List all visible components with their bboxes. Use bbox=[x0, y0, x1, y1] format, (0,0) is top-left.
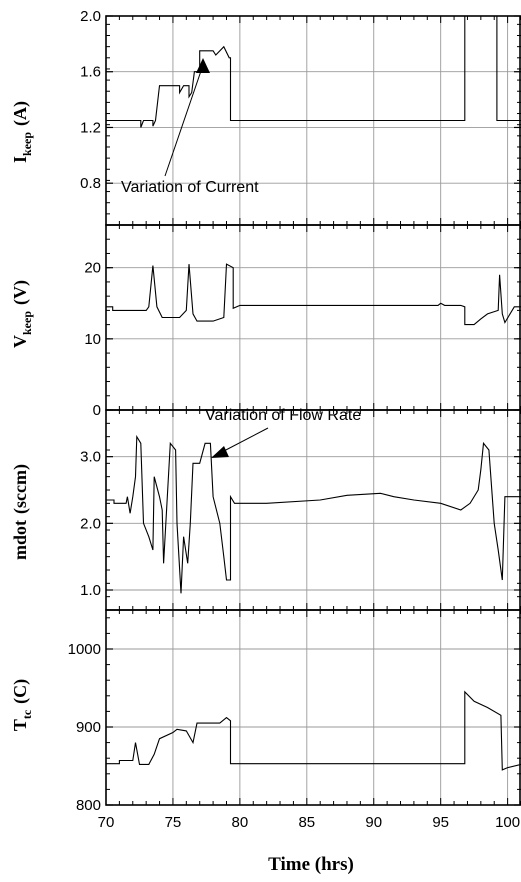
x-axis-title: Time (hrs) bbox=[268, 854, 354, 875]
ylabel-sub: tc bbox=[20, 709, 34, 719]
y-tick-label: 1000 bbox=[68, 641, 101, 658]
y-tick-label: 20 bbox=[84, 260, 101, 277]
y-tick-label: 1.6 bbox=[80, 64, 101, 81]
svg-text:Ikeep(A): Ikeep (A) bbox=[10, 101, 34, 163]
annotation-flow: Variation of Flow Rate bbox=[205, 407, 361, 424]
svg-text:Vkeep(V): Vkeep (V) bbox=[10, 280, 34, 348]
series-line-temperature bbox=[106, 690, 521, 771]
ylabel-unit: (sccm) bbox=[10, 464, 31, 514]
annotation-arrow-flow bbox=[221, 427, 269, 453]
series-line-flow bbox=[106, 434, 521, 594]
panel-frame bbox=[105, 409, 521, 611]
y-tick-label: 0 bbox=[93, 402, 101, 419]
y-tick-label: 900 bbox=[76, 719, 101, 736]
series-line-current bbox=[106, 15, 521, 128]
ylabel-main: T bbox=[10, 719, 30, 731]
ylabel-sub: keep bbox=[20, 311, 34, 335]
y-axis-title-temperature: Ttc (C) bbox=[10, 679, 34, 731]
panel-voltage: 0 10 20 bbox=[84, 224, 521, 419]
x-tick-label: 70 bbox=[98, 814, 115, 831]
y-axis-title-flow: mdot (sccm) bbox=[10, 464, 31, 560]
y-tick-label: 10 bbox=[84, 331, 101, 348]
x-tick-label: 85 bbox=[298, 814, 315, 831]
y-tick-label: 800 bbox=[76, 797, 101, 814]
annotation-current: Variation of Current bbox=[121, 179, 259, 196]
ylabel-main: I bbox=[10, 156, 30, 163]
ylabel-unit: (C) bbox=[10, 679, 31, 704]
series-line-voltage bbox=[106, 263, 521, 326]
svg-text:Ttc(C): Ttc (C) bbox=[10, 679, 34, 731]
ylabel-main: mdot bbox=[10, 520, 30, 560]
chart-panels: 0.8 1.2 1.6 2.0 0 10 20 1.0 2.0 3.0 800 900 1000 70 75… bbox=[68, 8, 521, 831]
y-tick-label: 3.0 bbox=[80, 449, 101, 466]
y-tick-label: 2.0 bbox=[80, 515, 101, 532]
y-axis-title-current: Ikeep (A) bbox=[10, 101, 34, 163]
y-axis-title-voltage: Vkeep (V) bbox=[10, 280, 34, 348]
x-tick-label: 75 bbox=[165, 814, 182, 831]
annotation-arrowhead-current bbox=[196, 58, 210, 73]
annotation-arrowhead-flow bbox=[211, 446, 229, 458]
panel-frame bbox=[105, 609, 521, 806]
x-tick-label: 100 bbox=[495, 814, 520, 831]
ylabel-main: V bbox=[10, 335, 30, 348]
annotation-arrow-current bbox=[164, 67, 203, 177]
x-tick-label: 90 bbox=[365, 814, 382, 831]
y-tick-label: 1.0 bbox=[80, 582, 101, 599]
y-tick-label: 1.2 bbox=[80, 119, 101, 136]
ylabel-unit: (A) bbox=[10, 101, 31, 126]
x-tick-label: 95 bbox=[432, 814, 449, 831]
panel-current: 0.8 1.2 1.6 2.0 bbox=[80, 8, 521, 226]
svg-text:mdot(sccm): mdot (sccm) bbox=[10, 464, 31, 560]
panel-temperature: 800 900 1000 70 75 80 85 90 95 100 bbox=[68, 609, 521, 831]
x-tick-label: 80 bbox=[232, 814, 249, 831]
y-tick-label: 0.8 bbox=[80, 175, 101, 192]
ylabel-unit: (V) bbox=[10, 280, 31, 305]
panel-flow: 1.0 2.0 3.0 bbox=[80, 409, 521, 611]
y-tick-label: 2.0 bbox=[80, 8, 101, 25]
ylabel-sub: keep bbox=[20, 132, 34, 156]
